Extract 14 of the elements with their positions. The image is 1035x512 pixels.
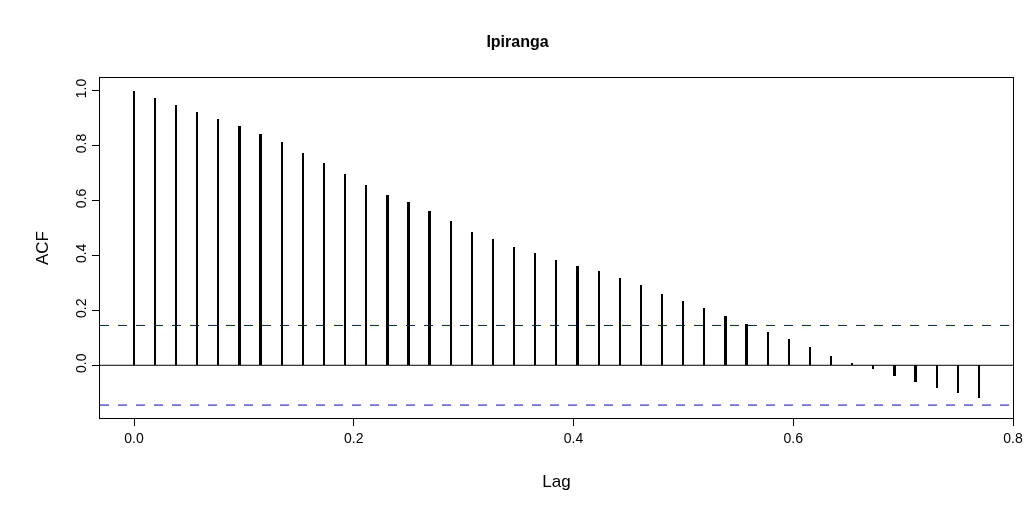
y-tick-label: 0.0	[73, 353, 90, 373]
y-tick-label: 0.2	[73, 298, 90, 318]
chart-title: Ipiranga	[486, 33, 549, 51]
y-tick-label: 0.6	[73, 188, 90, 209]
x-tick-label: 0.8	[1003, 429, 1023, 446]
y-tick-label: 1.0	[73, 78, 90, 99]
x-tick-label: 0.6	[783, 429, 804, 446]
y-tick-label: 0.8	[73, 133, 90, 154]
x-tick-label: 0.2	[344, 429, 364, 446]
y-tick-label: 0.4	[73, 243, 90, 264]
x-tick-label: 0.0	[124, 429, 144, 446]
x-tick-label: 0.4	[563, 429, 584, 446]
y-axis-title: ACF	[32, 231, 52, 265]
x-axis-title: Lag	[542, 472, 571, 492]
